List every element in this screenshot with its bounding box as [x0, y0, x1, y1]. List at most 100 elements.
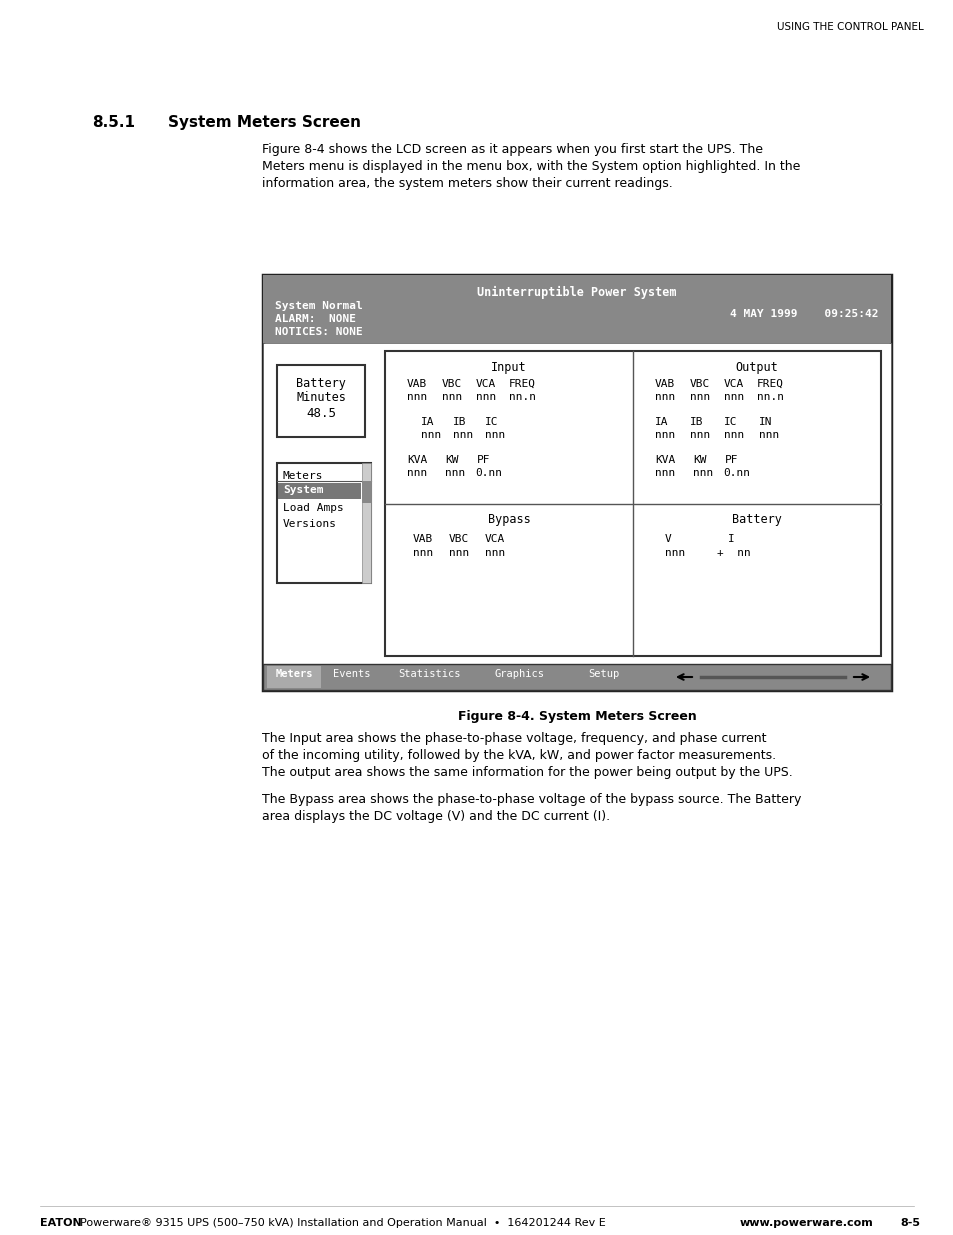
Text: nnn: nnn: [407, 468, 427, 478]
Bar: [263, 664, 890, 690]
Text: FREQ: FREQ: [509, 379, 536, 389]
Text: Figure 8-4. System Meters Screen: Figure 8-4. System Meters Screen: [457, 710, 696, 722]
Text: Meters menu is displayed in the menu box, with the System option highlighted. In: Meters menu is displayed in the menu box…: [262, 161, 800, 173]
Text: IA: IA: [655, 417, 668, 427]
Text: Battery: Battery: [731, 514, 781, 526]
Bar: [385, 351, 880, 656]
Text: nnn: nnn: [759, 430, 779, 440]
Text: www.powerware.com: www.powerware.com: [740, 1218, 873, 1228]
Text: Events: Events: [333, 669, 370, 679]
Text: Versions: Versions: [283, 519, 336, 529]
Text: PF: PF: [476, 454, 490, 466]
Bar: [263, 343, 890, 664]
Text: 8-5: 8-5: [899, 1218, 919, 1228]
Text: nnn: nnn: [413, 547, 433, 557]
Text: 4 MAY 1999    09:25:42: 4 MAY 1999 09:25:42: [730, 309, 878, 319]
Text: PF: PF: [724, 454, 738, 466]
Bar: [267, 666, 320, 688]
Text: nnn: nnn: [689, 430, 709, 440]
Text: IN: IN: [759, 417, 772, 427]
Text: IB: IB: [689, 417, 702, 427]
Text: nnn: nnn: [420, 430, 441, 440]
Text: IA: IA: [420, 417, 434, 427]
Text: nnn: nnn: [655, 391, 675, 403]
Text: nnn: nnn: [441, 391, 462, 403]
Text: VAB: VAB: [655, 379, 675, 389]
Text: nnn: nnn: [723, 430, 743, 440]
Bar: [263, 275, 890, 343]
Text: KVA: KVA: [407, 454, 427, 466]
Text: VCA: VCA: [476, 379, 496, 389]
Text: area displays the DC voltage (V) and the DC current (I).: area displays the DC voltage (V) and the…: [262, 810, 610, 823]
Text: nnn: nnn: [689, 391, 709, 403]
Text: System: System: [283, 485, 323, 495]
Text: EATON: EATON: [40, 1218, 82, 1228]
Text: Powerware® 9315 UPS (500–750 kVA) Installation and Operation Manual  •  16420124: Powerware® 9315 UPS (500–750 kVA) Instal…: [80, 1218, 612, 1228]
Text: FREQ: FREQ: [757, 379, 783, 389]
Text: Meters: Meters: [275, 669, 313, 679]
Text: Input: Input: [491, 361, 526, 374]
Text: Meters: Meters: [283, 471, 323, 480]
Text: nnn: nnn: [476, 391, 496, 403]
Text: Minutes: Minutes: [295, 391, 346, 404]
Text: nnn: nnn: [664, 547, 684, 557]
Text: VAB: VAB: [413, 535, 433, 545]
Bar: [361, 463, 371, 583]
Text: Output: Output: [735, 361, 778, 374]
Text: nn.n: nn.n: [509, 391, 536, 403]
Text: nnn: nnn: [407, 391, 427, 403]
Text: nnn: nnn: [484, 547, 505, 557]
Text: VBC: VBC: [449, 535, 469, 545]
Text: IB: IB: [453, 417, 466, 427]
Text: ALARM:  NONE: ALARM: NONE: [274, 314, 355, 324]
Text: KW: KW: [692, 454, 706, 466]
Bar: [263, 275, 890, 690]
Text: VBC: VBC: [689, 379, 709, 389]
Text: Statistics: Statistics: [397, 669, 460, 679]
Text: Graphics: Graphics: [495, 669, 544, 679]
Bar: [276, 366, 365, 437]
Text: information area, the system meters show their current readings.: information area, the system meters show…: [262, 177, 672, 190]
Text: nnn: nnn: [692, 468, 713, 478]
Text: Setup: Setup: [587, 669, 618, 679]
Text: V: V: [664, 535, 671, 545]
Text: of the incoming utility, followed by the kVA, kW, and power factor measurements.: of the incoming utility, followed by the…: [262, 748, 776, 762]
Text: nnn: nnn: [449, 547, 469, 557]
Text: KVA: KVA: [655, 454, 675, 466]
Text: VBC: VBC: [441, 379, 462, 389]
Text: nnn: nnn: [484, 430, 505, 440]
Bar: [276, 463, 371, 583]
Text: Load Amps: Load Amps: [283, 503, 343, 513]
Text: The Input area shows the phase-to-phase voltage, frequency, and phase current: The Input area shows the phase-to-phase …: [262, 732, 765, 745]
Text: nnn: nnn: [444, 468, 465, 478]
Text: KW: KW: [444, 454, 458, 466]
Text: The Bypass area shows the phase-to-phase voltage of the bypass source. The Batte: The Bypass area shows the phase-to-phase…: [262, 793, 801, 806]
Text: VCA: VCA: [723, 379, 743, 389]
Text: System Normal: System Normal: [274, 301, 362, 311]
Text: 0.nn: 0.nn: [722, 468, 749, 478]
Text: nnn: nnn: [655, 468, 675, 478]
Bar: [361, 480, 371, 503]
Text: Bypass: Bypass: [487, 514, 530, 526]
Text: The output area shows the same information for the power being output by the UPS: The output area shows the same informati…: [262, 766, 792, 779]
Text: 48.5: 48.5: [306, 408, 335, 420]
Text: System Meters Screen: System Meters Screen: [168, 115, 360, 130]
Text: USING THE CONTROL PANEL: USING THE CONTROL PANEL: [777, 22, 923, 32]
Text: VCA: VCA: [484, 535, 505, 545]
Text: +  nn: + nn: [717, 547, 750, 557]
Text: nnn: nnn: [655, 430, 675, 440]
Text: nnn: nnn: [453, 430, 473, 440]
Text: NOTICES: NONE: NOTICES: NONE: [274, 327, 362, 337]
Text: 8.5.1: 8.5.1: [91, 115, 135, 130]
Text: Uninterruptible Power System: Uninterruptible Power System: [476, 287, 676, 299]
Text: I: I: [727, 535, 734, 545]
Text: nn.n: nn.n: [757, 391, 783, 403]
Text: Figure 8-4 shows the LCD screen as it appears when you first start the UPS. The: Figure 8-4 shows the LCD screen as it ap…: [262, 143, 762, 156]
Bar: [277, 483, 360, 499]
Text: nnn: nnn: [723, 391, 743, 403]
Text: Battery: Battery: [295, 377, 346, 390]
Text: 0.nn: 0.nn: [475, 468, 501, 478]
Text: IC: IC: [723, 417, 737, 427]
Text: VAB: VAB: [407, 379, 427, 389]
Text: IC: IC: [484, 417, 498, 427]
